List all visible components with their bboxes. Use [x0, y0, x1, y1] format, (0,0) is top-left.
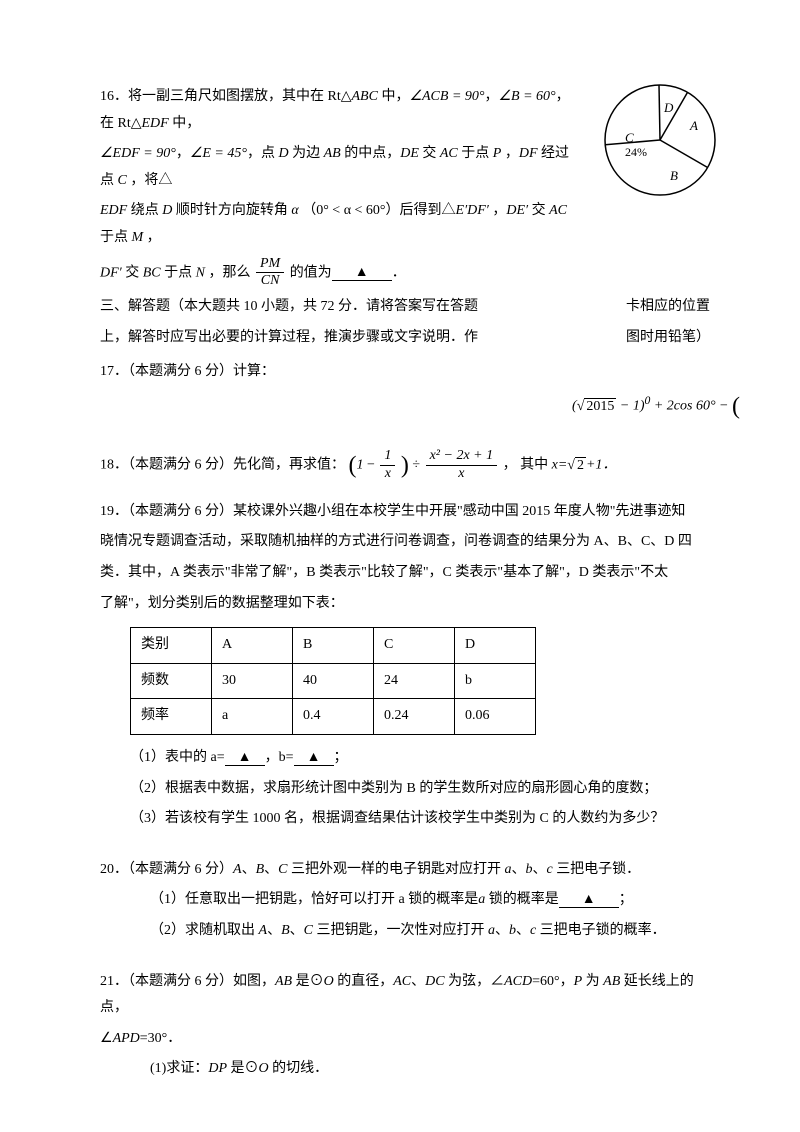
q17-expr: (√2015 − 1)0 + 2cos 60° − (: [100, 390, 740, 420]
q20-sub2: （2）求随机取出 A、B、C 三把钥匙，一次性对应打开 a、b、c 三把电子锁的…: [100, 918, 710, 945]
q21-line2: ∠APD=30°．: [100, 1026, 710, 1053]
q19-line2: 晓情况专题调查活动，采取随机抽样的方式进行问卷调查，问卷调查的结果分为 A、B、…: [100, 529, 710, 556]
svg-text:A: A: [689, 118, 698, 133]
q19-line4: 了解"，划分类别后的数据整理如下表：: [100, 591, 710, 618]
q18: 18．（本题满分 6 分）先化简，再求值： (1 − 1x ) ÷ x² − 2…: [100, 448, 710, 483]
q21-line1: 21．（本题满分 6 分）如图，AB 是⊙O 的直径，AC、DC 为弦，∠ACD…: [100, 969, 710, 1022]
q19-table: 类别ABCD 频数304024b 频率a0.40.240.06: [130, 627, 536, 735]
q19-sub3: （3）若该校有学生 1000 名，根据调查结果估计该校学生中类别为 C 的人数约…: [100, 806, 710, 833]
section3-header-2: 上，解答时应写出必要的计算过程，推演步骤或文字说明．作 图时用铅笔）: [100, 325, 710, 352]
blank-a: ▲: [225, 751, 265, 766]
q19-line1: 19．（本题满分 6 分）某校课外兴趣小组在本校学生中开展"感动中国 2015 …: [100, 499, 710, 526]
pie-chart: A B C 24% D: [590, 70, 730, 221]
q20-sub1: （1）任意取出一把钥匙，恰好可以打开 a 锁的概率是a 锁的概率是▲；: [100, 887, 710, 914]
blank-b: ▲: [294, 751, 334, 766]
q16-line4: DF′ 交 BC 于点 N ，那么 PM CN 的值为▲．: [100, 256, 710, 291]
table-row: 频数304024b: [131, 663, 536, 699]
table-row: 频率a0.40.240.06: [131, 699, 536, 735]
q17: 17．（本题满分 6 分）计算：: [100, 359, 710, 386]
q21-sub1: (1)求证：DP 是⊙O 的切线．: [100, 1056, 710, 1083]
svg-text:D: D: [663, 100, 674, 115]
blank-q16: ▲: [332, 266, 392, 281]
svg-text:B: B: [670, 168, 678, 183]
svg-text:24%: 24%: [625, 145, 647, 159]
q19-sub1: （1）表中的 a=▲，b=▲；: [100, 745, 710, 772]
table-row: 类别ABCD: [131, 628, 536, 664]
q20-line1: 20．（本题满分 6 分）A、B、C 三把外观一样的电子钥匙对应打开 a、b、c…: [100, 857, 710, 884]
pie-svg: A B C 24% D: [590, 70, 730, 210]
q19-sub2: （2）根据表中数据，求扇形统计图中类别为 B 的学生数所对应的扇形圆心角的度数；: [100, 776, 710, 803]
svg-text:C: C: [625, 130, 634, 145]
q19-line3: 类．其中，A 类表示"非常了解"，B 类表示"比较了解"，C 类表示"基本了解"…: [100, 560, 710, 587]
blank-q20: ▲: [559, 893, 619, 908]
fraction-pm-cn: PM CN: [256, 256, 284, 291]
section3-header-1: 三、解答题（本大题共 10 小题，共 72 分．请将答案写在答题 卡相应的位置: [100, 294, 710, 321]
